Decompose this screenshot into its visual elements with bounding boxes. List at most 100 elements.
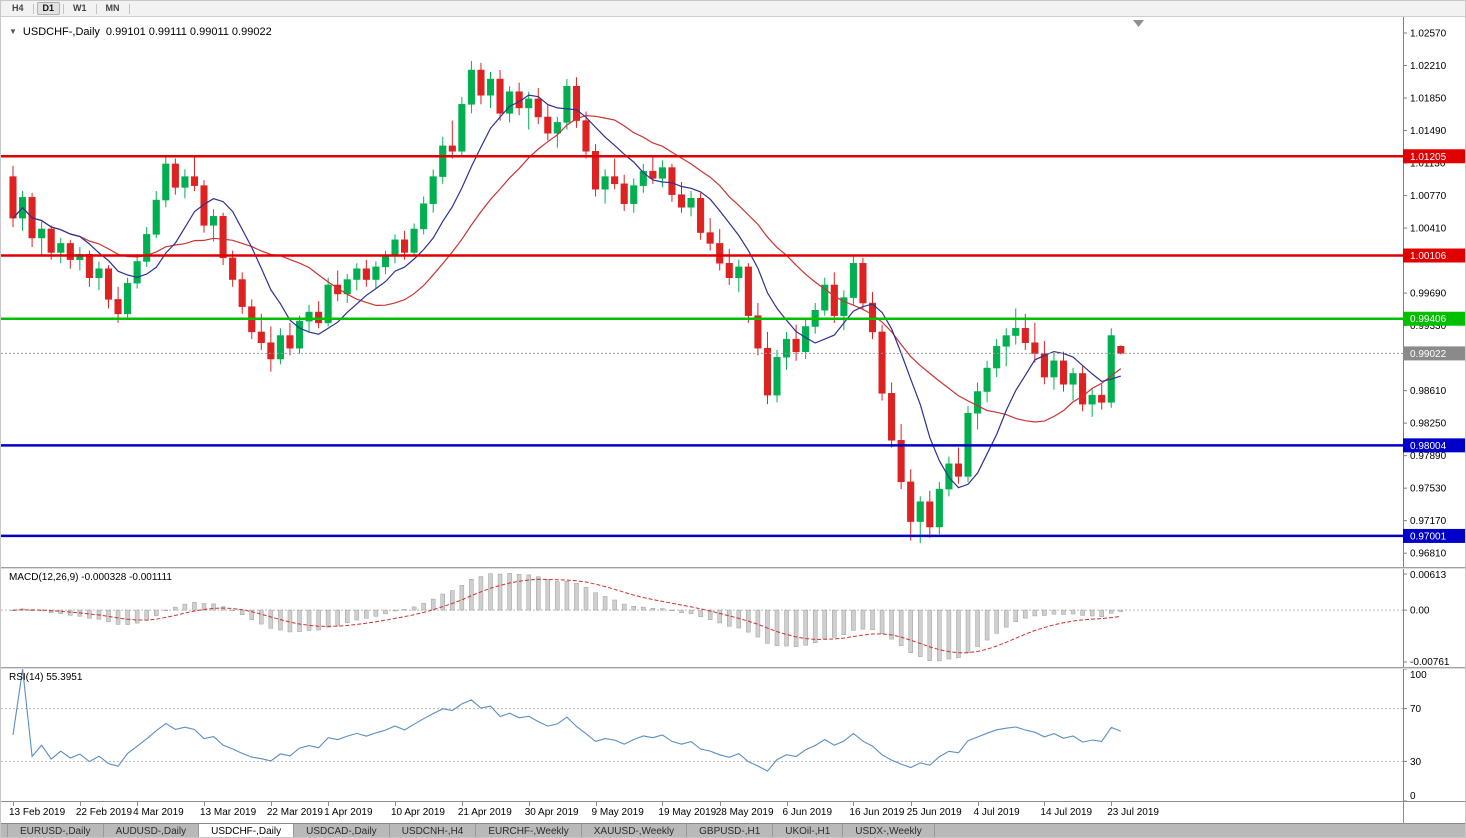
svg-text:1.01490: 1.01490 (1410, 126, 1447, 137)
timeframe-toolbar: H4 D1 W1 MN (1, 1, 1465, 17)
chart-title: ▼ USDCHF-,Daily 0.99101 0.99111 0.99011 … (9, 26, 272, 38)
date-label: 13 Feb 2019 (9, 807, 66, 818)
time-tick (395, 802, 396, 806)
svg-text:30: 30 (1410, 757, 1422, 768)
chart-shift-marker-icon[interactable] (1133, 20, 1144, 27)
chart-expand-arrow-icon[interactable]: ▼ (9, 27, 17, 36)
svg-text:0.96810: 0.96810 (1410, 549, 1447, 560)
svg-text:1.00106: 1.00106 (1410, 251, 1447, 262)
toolbar-separator (128, 3, 130, 14)
time-tick (853, 802, 855, 806)
price-level-badge (1403, 438, 1465, 453)
time-tick (461, 802, 463, 806)
svg-text:0.97001: 0.97001 (1410, 531, 1447, 542)
chart-tab-ukoil[interactable]: UKOil-,H1 (773, 824, 844, 837)
chart-tab-eurusd[interactable]: EURUSD-,Daily (7, 824, 104, 837)
svg-text:0.98610: 0.98610 (1410, 386, 1447, 397)
price-level-badge (1403, 311, 1465, 326)
price-level-badge (1403, 149, 1465, 164)
macd-label: MACD(12,26,9) -0.000328 -0.001111 (9, 572, 172, 583)
main-chart-canvas[interactable]: 1.02570 1.02210 1.01850 1.01490 1.01130 1.007… (1, 17, 1466, 567)
time-tick (662, 802, 664, 806)
date-label: 30 Apr 2019 (524, 807, 579, 818)
svg-text:0.00: 0.00 (1410, 606, 1430, 617)
svg-text:1.02570: 1.02570 (1410, 28, 1447, 39)
date-label: 19 May 2019 (658, 807, 717, 818)
chart-tab-usdcad[interactable]: USDCAD-,Daily (294, 824, 390, 837)
macd-signal-line (12, 578, 1121, 654)
date-label: 4 Jul 2019 (973, 807, 1020, 818)
svg-text:0.97170: 0.97170 (1410, 516, 1447, 527)
toolbar-separator (63, 3, 65, 14)
chart-tab-xauusd[interactable]: XAUUSD-,Weekly (582, 824, 688, 837)
rsi-name: RSI(14) (9, 672, 44, 683)
chart-ohlc-values: 0.99101 0.99111 0.99011 0.99022 (105, 26, 272, 38)
time-tick (79, 802, 81, 806)
chart-symbol-label: USDCHF-,Daily (22, 26, 100, 38)
ma-slow-line (12, 114, 1122, 423)
chart-tab-usdx[interactable]: USDX-,Weekly (843, 824, 935, 837)
timeframe-button-h4[interactable]: H4 (12, 3, 24, 13)
chart-tab-usdcnh[interactable]: USDCNH-,H4 (390, 824, 477, 837)
date-label: 21 Apr 2019 (457, 807, 512, 818)
price-axis[interactable]: 1.02570 1.02210 1.01850 1.01490 1.01130 1.007… (1403, 17, 1447, 567)
date-label: 4 Mar 2019 (133, 807, 184, 818)
svg-text:0.99330: 0.99330 (1410, 321, 1447, 332)
time-tick (1111, 802, 1113, 806)
time-tick (719, 802, 721, 806)
time-axis[interactable]: 13 Feb 2019 22 Feb 2019 4 Mar 2019 13 Mar 2… (1, 801, 1465, 824)
date-label: 22 Mar 2019 (266, 807, 323, 818)
svg-text:1.00410: 1.00410 (1410, 224, 1447, 235)
price-level-badge (1403, 346, 1465, 361)
candles (9, 60, 1125, 544)
rsi-canvas[interactable]: 100 70 30 0 (1, 669, 1466, 801)
pane-separator[interactable] (1, 667, 1465, 669)
svg-text:0.97890: 0.97890 (1410, 451, 1447, 462)
chart-tab-usdchf[interactable]: USDCHF-,Daily (199, 824, 295, 837)
svg-text:-0.00761: -0.00761 (1410, 657, 1450, 667)
svg-text:1.01130: 1.01130 (1410, 159, 1446, 170)
toolbar-separator (95, 3, 97, 14)
axis-corner-line (1403, 802, 1404, 824)
svg-text:0: 0 (1410, 791, 1416, 801)
svg-text:0.99690: 0.99690 (1410, 289, 1447, 300)
svg-text:0.98004: 0.98004 (1410, 441, 1447, 452)
time-tick (786, 802, 788, 806)
time-tick (270, 802, 272, 806)
macd-indicator-pane[interactable]: 0.00613 0.00 -0.00761 MACD(12,26,9) -0.000… (1, 569, 1466, 667)
timeframe-button-w1[interactable]: W1 (73, 3, 87, 13)
pane-separator[interactable] (1, 567, 1465, 569)
price-level-badge (1403, 248, 1465, 263)
chart-tab-gbpusd[interactable]: GBPUSD-,H1 (687, 824, 774, 837)
date-label: 14 Jul 2019 (1040, 807, 1093, 818)
date-label: 23 Jul 2019 (1107, 807, 1159, 818)
rsi-current-value: 55.3951 (46, 672, 83, 683)
rsi-indicator-pane[interactable]: 100 70 30 0 RSI(14) 55.3951 (1, 669, 1466, 801)
timeframe-button-mn[interactable]: MN (105, 3, 120, 13)
time-tick (595, 802, 597, 806)
svg-text:100: 100 (1410, 670, 1427, 681)
toolbar-separator (32, 3, 34, 14)
main-chart-pane[interactable]: 1.02570 1.02210 1.01850 1.01490 1.01130 1.007… (1, 17, 1466, 567)
time-tick (204, 802, 205, 806)
date-label: 22 Feb 2019 (75, 807, 133, 818)
chart-tab-eurchf[interactable]: EURCHF-,Weekly (476, 824, 582, 837)
time-tick (528, 802, 530, 806)
chart-tab-audusd[interactable]: AUDUSD-,Daily (104, 824, 200, 837)
date-label: 9 May 2019 (591, 807, 644, 818)
date-label: 6 Jun 2019 (782, 807, 833, 818)
macd-name: MACD(12,26,9) (9, 572, 79, 583)
macd-current-values: -0.000328 -0.001111 (81, 572, 172, 583)
time-tick (910, 802, 912, 806)
macd-canvas[interactable]: 0.00613 0.00 -0.00761 (1, 569, 1466, 667)
price-level-badge (1403, 528, 1465, 543)
ma-fast-line (12, 94, 1121, 489)
timeframe-button-d1[interactable]: D1 (36, 2, 61, 15)
time-tick (137, 802, 139, 806)
time-tick (328, 802, 330, 806)
svg-text:1.02210: 1.02210 (1410, 61, 1447, 72)
rsi-line (12, 669, 1122, 772)
svg-text:1.01850: 1.01850 (1410, 94, 1447, 105)
svg-text:70: 70 (1410, 704, 1422, 715)
